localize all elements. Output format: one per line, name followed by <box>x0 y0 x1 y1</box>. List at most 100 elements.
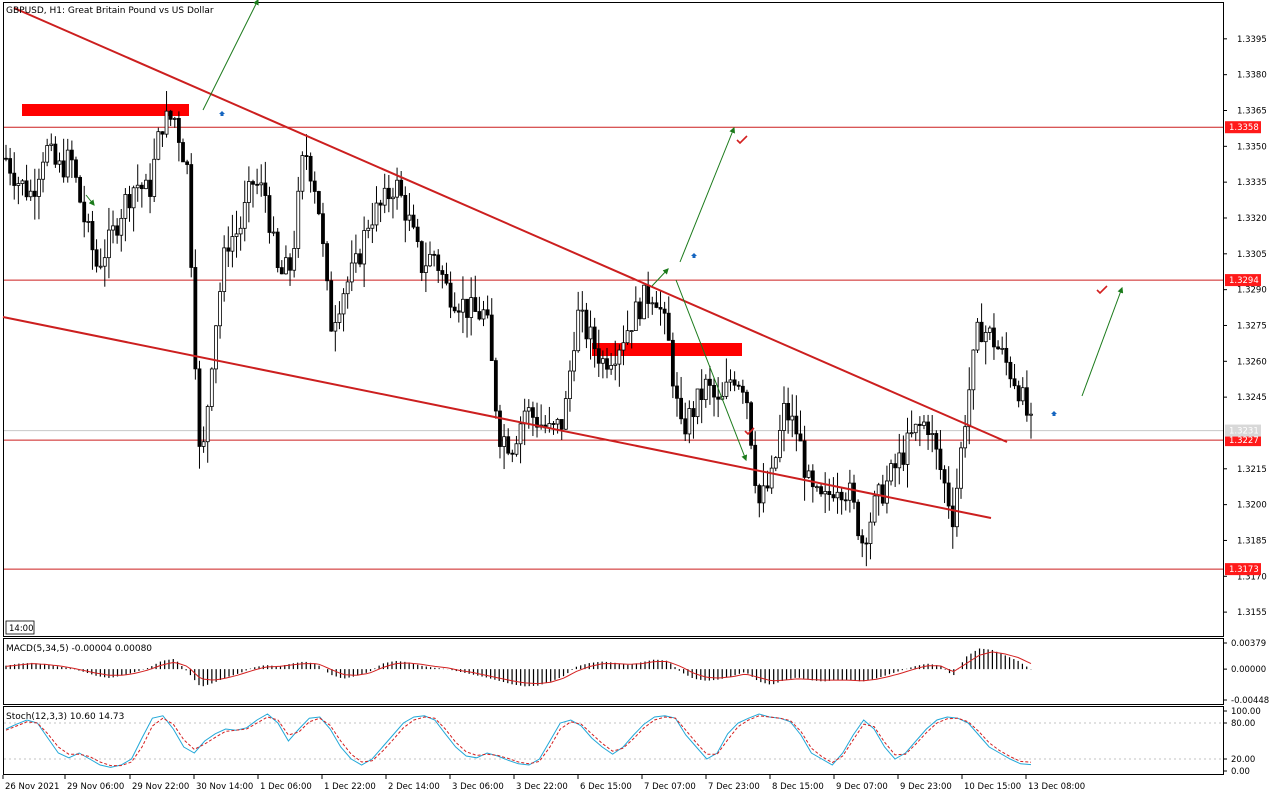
level-label: 1.3294 <box>1229 276 1259 286</box>
candle-body <box>349 262 354 283</box>
time-tick-label: 13 Dec 08:00 <box>1028 782 1085 792</box>
candle-body <box>24 180 29 198</box>
time-tick-label: 8 Dec 15:00 <box>772 782 824 792</box>
descending-trendline-upper[interactable] <box>13 7 1008 443</box>
candle-body <box>205 406 210 443</box>
candle-body <box>613 363 618 366</box>
candle-body <box>432 253 437 256</box>
candle-body <box>596 348 601 364</box>
stoch-tick-label: 100.00 <box>1231 707 1261 717</box>
price-candles <box>4 91 1033 567</box>
candle-body <box>201 441 206 447</box>
candle-body <box>473 297 478 312</box>
candle-body <box>864 542 869 545</box>
candle-body <box>242 202 247 229</box>
candle-body <box>819 486 823 495</box>
stoch-signal-line <box>5 715 1032 767</box>
candle-body <box>341 293 346 315</box>
candle-body <box>139 184 144 190</box>
candle-body <box>922 421 926 426</box>
candle-body <box>740 385 745 393</box>
candle-body <box>181 142 185 163</box>
blue-marker-2 <box>691 253 697 258</box>
time-tick-label: 10 Dec 15:00 <box>964 782 1021 792</box>
time-tick-label: 6 Dec 15:00 <box>580 782 632 792</box>
candle-body <box>189 164 194 268</box>
candle-body <box>102 257 107 267</box>
candle-body <box>374 202 379 226</box>
candle-body <box>917 423 922 426</box>
candle-body <box>588 326 593 340</box>
candle-body <box>551 423 556 425</box>
candle-body <box>164 110 169 135</box>
candle-body <box>123 194 128 219</box>
level-label: 1.3358 <box>1229 123 1259 133</box>
candle-body <box>90 221 95 251</box>
stoch-tick-label: 80.00 <box>1231 719 1255 729</box>
candle-body <box>909 432 914 435</box>
candle-body <box>938 448 943 471</box>
candle-body <box>20 180 25 184</box>
candle-body <box>1029 413 1033 416</box>
candle-body <box>563 398 568 430</box>
candle-body <box>617 349 622 365</box>
candle-body <box>930 433 935 435</box>
candle-body <box>897 452 902 469</box>
candle-body <box>979 321 984 343</box>
candle-body <box>271 231 276 234</box>
price-tick-label: 1.3320 <box>1237 214 1267 224</box>
candle-body <box>765 485 770 489</box>
candle-body <box>226 247 231 252</box>
candle-body <box>498 410 502 447</box>
candle-body <box>337 313 342 323</box>
candle-body <box>193 267 198 370</box>
current-price-label: 1.3231 <box>1229 427 1259 437</box>
candle-body <box>662 308 667 314</box>
candle-body <box>481 309 486 320</box>
candle-body <box>214 325 218 370</box>
candle-body <box>82 201 87 223</box>
time-tick-label: 7 Dec 23:00 <box>708 782 760 792</box>
price-tick-label: 1.3215 <box>1237 465 1267 475</box>
candle-body <box>69 149 74 161</box>
candle-body <box>419 241 424 273</box>
candle-body <box>555 419 560 425</box>
level-label: 1.3173 <box>1229 565 1259 575</box>
candle-body <box>304 155 309 157</box>
candle-body <box>321 213 325 245</box>
candle-body <box>839 491 844 501</box>
annotations <box>85 0 1124 462</box>
candle-body <box>98 265 103 268</box>
candle-body <box>531 407 535 418</box>
candle-body <box>946 482 951 507</box>
candle-body <box>905 432 910 465</box>
resistance-zone-left <box>22 104 189 116</box>
candle-body <box>65 149 70 178</box>
candle-body <box>885 480 889 504</box>
candle-body <box>831 494 836 499</box>
candle-body <box>4 157 8 160</box>
candle-body <box>773 457 778 469</box>
time-tick-label: 29 Nov 06:00 <box>67 782 124 792</box>
candle-body <box>12 172 17 186</box>
check-mark-1 <box>736 135 748 145</box>
price-tick-label: 1.3170 <box>1237 572 1267 582</box>
candle-body <box>708 378 712 386</box>
candle-body <box>650 302 655 305</box>
candle-body <box>732 379 737 386</box>
candle-body <box>703 378 708 401</box>
candle-body <box>292 248 297 271</box>
candle-body <box>695 388 700 418</box>
descending-trendline-lower[interactable] <box>2 316 992 519</box>
level-label-bg <box>1225 121 1261 134</box>
candle-body <box>176 118 181 143</box>
candle-body <box>131 187 136 209</box>
candle-body <box>403 194 408 221</box>
candle-body <box>41 161 45 180</box>
candle-body <box>934 433 939 450</box>
candle-body <box>448 282 453 308</box>
candle-body <box>889 463 893 482</box>
stoch-title: Stoch(12,3,3) 10.60 14.73 <box>6 712 124 722</box>
candle-body <box>559 419 564 430</box>
